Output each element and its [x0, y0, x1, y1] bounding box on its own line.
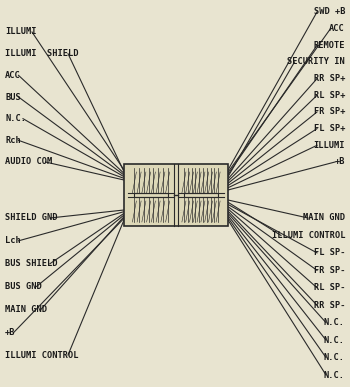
Text: N.C.: N.C.: [324, 370, 345, 380]
Text: ILLUMI CONTROL: ILLUMI CONTROL: [5, 351, 78, 360]
Text: ACC: ACC: [329, 24, 345, 33]
Text: RL SP-: RL SP-: [314, 283, 345, 292]
Text: FL SP-: FL SP-: [314, 248, 345, 257]
Text: BUS: BUS: [5, 92, 21, 101]
Text: SECURITY IN: SECURITY IN: [287, 58, 345, 67]
Text: AUDIO COM: AUDIO COM: [5, 158, 52, 166]
Text: +B: +B: [5, 328, 15, 337]
Text: FR SP-: FR SP-: [314, 266, 345, 275]
Text: N.C.: N.C.: [324, 318, 345, 327]
Text: MAIN GND: MAIN GND: [303, 214, 345, 223]
Text: ACC: ACC: [5, 71, 21, 80]
Text: Rch: Rch: [5, 136, 21, 145]
Text: N.C.: N.C.: [5, 114, 26, 123]
Text: N.C.: N.C.: [324, 353, 345, 362]
Text: Lch: Lch: [5, 236, 21, 245]
Text: +B: +B: [335, 158, 345, 166]
Text: ILLUMI  SHIELD: ILLUMI SHIELD: [5, 49, 78, 58]
Text: BUS GND: BUS GND: [5, 282, 42, 291]
Text: ILLUMI CONTROL: ILLUMI CONTROL: [272, 231, 345, 240]
Text: RL SP+: RL SP+: [314, 91, 345, 100]
Text: ILLUMI: ILLUMI: [314, 141, 345, 150]
Text: SWD +B: SWD +B: [314, 7, 345, 17]
Text: FR SP+: FR SP+: [314, 108, 345, 116]
Text: SHIELD GND: SHIELD GND: [5, 214, 57, 223]
Text: FL SP+: FL SP+: [314, 124, 345, 133]
Bar: [184, 193, 218, 197]
Text: REMOTE: REMOTE: [314, 41, 345, 50]
Text: N.C.: N.C.: [324, 336, 345, 344]
Text: RR SP+: RR SP+: [314, 74, 345, 83]
Bar: [124, 164, 228, 226]
Text: ILLUMI: ILLUMI: [5, 27, 36, 36]
Text: MAIN GND: MAIN GND: [5, 305, 47, 314]
Text: RR SP-: RR SP-: [314, 301, 345, 310]
Bar: [134, 193, 168, 197]
Text: BUS SHIELD: BUS SHIELD: [5, 259, 57, 268]
